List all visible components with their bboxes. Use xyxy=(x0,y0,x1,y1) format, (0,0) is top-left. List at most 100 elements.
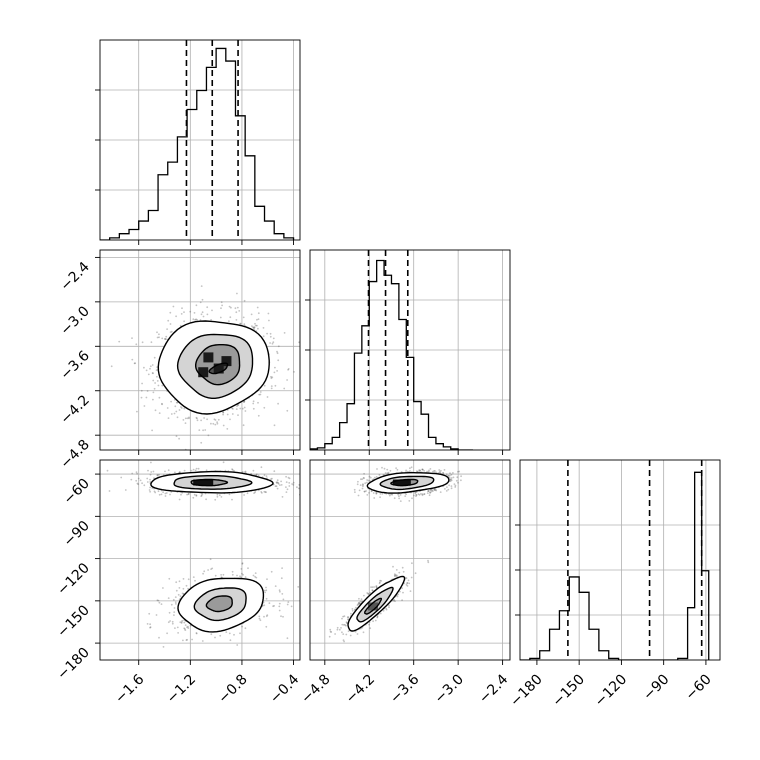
scatter-point xyxy=(433,488,436,491)
scatter-point xyxy=(431,489,434,492)
scatter-point xyxy=(180,621,183,623)
scatter-point xyxy=(285,475,287,478)
scatter-point xyxy=(272,337,275,340)
scatter-point xyxy=(361,487,364,490)
scatter-point xyxy=(231,413,234,415)
scatter-point xyxy=(406,585,409,587)
scatter-point xyxy=(271,342,274,345)
scatter-point xyxy=(375,492,378,494)
scatter-point xyxy=(149,365,152,368)
scatter-point xyxy=(457,470,459,473)
scatter-point xyxy=(373,586,375,588)
scatter-point xyxy=(156,375,158,378)
scatter-point xyxy=(419,469,421,471)
scatter-point xyxy=(183,407,186,410)
scatter-point xyxy=(185,639,188,641)
scatter-point xyxy=(288,477,291,480)
scatter-point xyxy=(229,316,232,319)
scatter-point xyxy=(240,576,243,579)
scatter-point xyxy=(155,614,158,616)
scatter-point xyxy=(170,603,173,606)
scatter-point xyxy=(287,368,290,370)
scatter-point xyxy=(274,384,277,387)
scatter-point xyxy=(201,311,204,314)
scatter-point xyxy=(394,574,397,576)
scatter-point xyxy=(136,482,139,485)
scatter-point xyxy=(278,605,281,608)
scatter-point xyxy=(356,483,359,486)
scatter-point xyxy=(240,568,243,570)
scatter-point xyxy=(444,488,446,490)
scatter-point xyxy=(146,477,149,480)
scatter-point xyxy=(260,491,263,493)
contour-line xyxy=(193,587,247,622)
scatter-point xyxy=(179,595,182,597)
scatter-point xyxy=(214,636,216,639)
scatter-point xyxy=(166,632,169,635)
scatter-point xyxy=(329,630,332,633)
scatter-point xyxy=(148,612,151,615)
scatter-point xyxy=(389,469,392,472)
scatter-point xyxy=(401,566,404,569)
hist-panel-3 xyxy=(515,459,721,665)
scatter-point xyxy=(155,369,158,371)
scatter-point xyxy=(415,495,417,498)
scatter-point xyxy=(370,490,373,493)
scatter-point xyxy=(291,483,293,485)
scatter-point xyxy=(427,559,429,562)
scatter-point xyxy=(219,316,222,319)
scatter-point xyxy=(136,410,138,413)
scatter-point xyxy=(131,358,134,361)
scatter-point xyxy=(401,599,403,601)
scatter-point xyxy=(162,587,164,589)
scatter-point xyxy=(419,469,422,472)
scatter-point xyxy=(214,498,217,501)
scatter-point xyxy=(222,411,225,414)
scatter-point xyxy=(428,469,430,472)
scatter-point xyxy=(362,483,364,486)
scatter-point xyxy=(184,422,187,424)
scatter-point xyxy=(222,424,225,427)
scatter-point xyxy=(169,331,172,333)
scatter-point xyxy=(195,467,198,470)
scatter-point xyxy=(218,494,221,497)
scatter-point xyxy=(153,356,156,359)
contour-line xyxy=(195,344,241,386)
scatter-point xyxy=(168,611,171,614)
scatter-point xyxy=(164,495,167,497)
scatter-point xyxy=(205,498,208,501)
scatter-point xyxy=(217,418,220,421)
scatter-point xyxy=(267,312,270,315)
scatter-point xyxy=(241,625,244,628)
scatter-point xyxy=(232,408,234,410)
scatter-point xyxy=(269,335,272,338)
scatter-point xyxy=(243,401,245,403)
scatter-point xyxy=(334,633,336,635)
scatter-point xyxy=(195,632,198,635)
scatter-point xyxy=(428,494,431,497)
scatter-point xyxy=(209,558,212,561)
scatter-point xyxy=(367,593,370,596)
scatter-point xyxy=(460,479,462,482)
scatter-point xyxy=(164,492,167,495)
scatter-point xyxy=(239,632,241,635)
scatter-point xyxy=(167,469,170,472)
scatter-point xyxy=(187,625,189,628)
scatter-point xyxy=(354,491,356,493)
scatter-point xyxy=(391,493,393,496)
scatter-point xyxy=(426,470,428,473)
scatter-point xyxy=(195,416,198,419)
scatter-point xyxy=(202,572,205,575)
scatter-point xyxy=(331,603,333,605)
scatter-point xyxy=(408,500,411,502)
scatter-point xyxy=(276,487,279,490)
scatter-point xyxy=(282,598,285,601)
scatter-point xyxy=(175,401,178,404)
scatter-point xyxy=(234,307,237,310)
scatter-point xyxy=(147,469,149,472)
scatter-point xyxy=(399,500,402,502)
scatter-point xyxy=(146,623,149,625)
scatter-point xyxy=(256,318,258,321)
scatter-point xyxy=(242,424,245,427)
scatter-point xyxy=(201,298,204,301)
